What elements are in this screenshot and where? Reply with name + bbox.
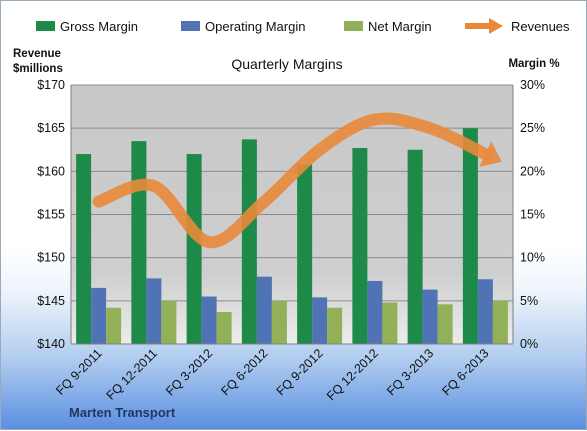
- y-right-tick-label: 0%: [520, 337, 538, 351]
- bar-gross-margin: [297, 164, 313, 344]
- legend-swatch-net-margin: [344, 21, 363, 31]
- bar-net-margin: [327, 307, 343, 344]
- legend-label: Revenues: [511, 19, 570, 34]
- y-left-tick-label: $155: [37, 208, 65, 222]
- bar-operating-margin: [477, 279, 493, 344]
- bar-operating-margin: [422, 289, 438, 344]
- bar-net-margin: [106, 307, 122, 344]
- bar-net-margin: [216, 312, 232, 344]
- x-tick-label: FQ 3-2012: [163, 346, 215, 398]
- bar-net-margin: [382, 302, 398, 344]
- bar-operating-margin: [201, 296, 217, 344]
- y-left-label-line2: $millions: [13, 63, 63, 75]
- bar-series: [76, 128, 508, 344]
- y-left-label-line1: Revenue: [13, 48, 61, 60]
- y-left-tick-label: $150: [37, 251, 65, 265]
- bar-gross-margin: [241, 139, 257, 344]
- x-tick-label: FQ 3-2013: [384, 346, 436, 398]
- x-tick-label: FQ 9-2012: [274, 346, 326, 398]
- revenue-line-path: [92, 112, 492, 249]
- x-tick-label: FQ 6-2013: [439, 346, 491, 398]
- bar-operating-margin: [256, 276, 272, 344]
- x-tick-label: FQ 12-2012: [324, 346, 381, 403]
- revenue-line: [92, 112, 502, 249]
- bar-net-margin: [437, 304, 453, 344]
- bar-gross-margin: [186, 154, 202, 344]
- y-left-tick-label: $145: [37, 294, 65, 308]
- y-left-tick-label: $165: [37, 121, 65, 135]
- bar-operating-margin: [146, 278, 162, 344]
- legend-swatch-operating-margin: [181, 21, 200, 31]
- y-right-tick-label: 15%: [520, 208, 545, 222]
- legend: Gross Margin Operating Margin Net Margin Re…: [36, 18, 570, 34]
- x-tick-label: FQ 9-2011: [53, 346, 105, 398]
- company-name: Marten Transport: [69, 405, 176, 420]
- y-right-tick-label: 30%: [520, 78, 545, 92]
- legend-label: Operating Margin: [205, 19, 305, 34]
- y-left-tick-label: $140: [37, 337, 65, 351]
- x-tick-label: FQ 6-2012: [218, 346, 270, 398]
- bar-gross-margin: [352, 148, 368, 344]
- y-right-tick-label: 20%: [520, 164, 545, 178]
- y-left-tick-label: $170: [37, 78, 65, 92]
- y-left-tick-label: $160: [37, 164, 65, 178]
- y-right-tick-label: 5%: [520, 294, 538, 308]
- bar-net-margin: [492, 300, 508, 344]
- y-right-tick-label: 25%: [520, 121, 545, 135]
- y-right-tick-label: 10%: [520, 251, 545, 265]
- legend-label: Net Margin: [368, 19, 432, 34]
- legend-label: Gross Margin: [60, 19, 138, 34]
- bar-gross-margin: [462, 128, 478, 344]
- bar-operating-margin: [312, 297, 328, 344]
- bar-net-margin: [271, 300, 287, 344]
- bar-gross-margin: [131, 141, 147, 344]
- legend-arrow-revenues: [489, 18, 503, 34]
- bar-operating-margin: [367, 280, 383, 344]
- legend-swatch-gross-margin: [36, 21, 55, 31]
- y-right-label: Margin %: [508, 58, 559, 70]
- bar-operating-margin: [91, 287, 107, 344]
- bar-gross-margin: [76, 154, 92, 344]
- bar-net-margin: [161, 300, 177, 344]
- revenue-arrowhead: [479, 141, 502, 167]
- x-tick-label: FQ 12-2011: [104, 346, 160, 402]
- chart-title: Quarterly Margins: [231, 56, 342, 72]
- bar-gross-margin: [407, 149, 423, 344]
